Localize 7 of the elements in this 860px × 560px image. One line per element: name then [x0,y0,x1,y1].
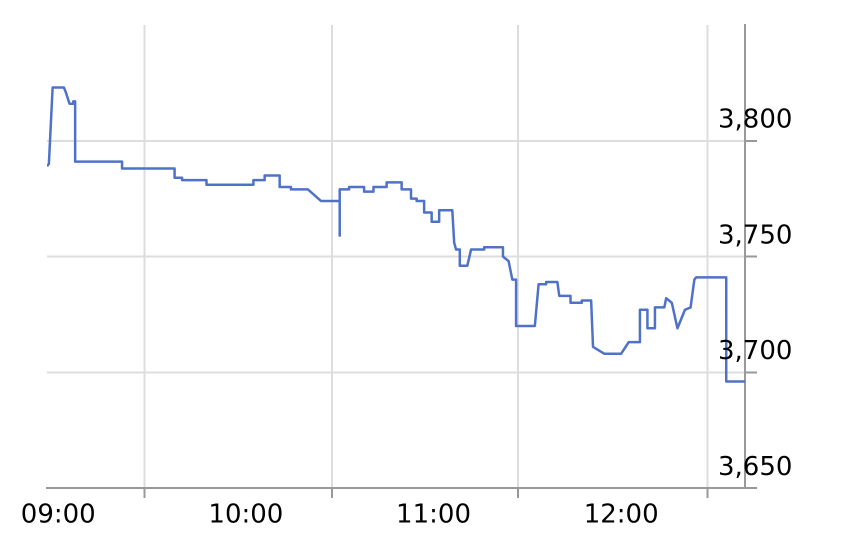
y-tick-label: 3,650 [718,452,792,482]
x-tick-label: 12:00 [584,499,659,530]
y-tick-label: 3,750 [718,220,792,250]
y-tick-label: 3,800 [718,104,792,134]
x-tick-label: 09:00 [20,499,96,530]
x-tick-label: 11:00 [396,499,471,530]
x-tick-label: 10:00 [208,499,284,530]
